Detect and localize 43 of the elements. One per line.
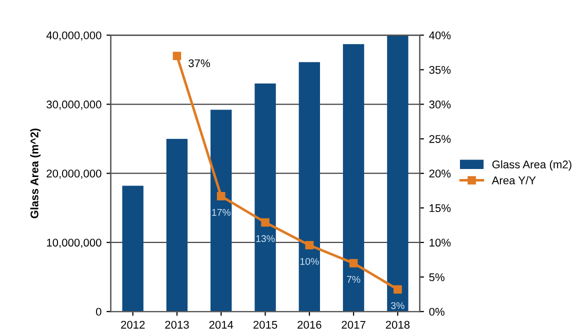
x-tick-label: 2016 <box>298 320 322 329</box>
bar <box>298 62 320 312</box>
y2-tick-label: 10% <box>430 238 451 247</box>
y2-tick-label: 30% <box>429 100 451 108</box>
y2-tick-label: 40% <box>429 31 451 40</box>
point <box>305 241 314 250</box>
x-tick-label: 2018 <box>386 320 410 329</box>
y-tick-label: 20,000,000 <box>46 170 102 179</box>
legend-label: Glass Area (m2) <box>492 160 572 171</box>
y-tick-label: 10,000,000 <box>46 238 102 248</box>
y-axis-title: Glass Area (m^2) <box>30 128 41 218</box>
point <box>394 285 402 294</box>
x-tick-label: 2013 <box>165 320 189 329</box>
bar <box>342 44 364 312</box>
x-tick-label: 2012 <box>121 320 145 329</box>
bar <box>210 110 232 312</box>
data-label: 7% <box>347 276 360 283</box>
y2-tick-label: 0% <box>429 308 444 316</box>
y-tick-label: 0 <box>96 308 102 316</box>
data-label: 13% <box>256 235 275 242</box>
bar <box>166 138 188 312</box>
x-tick-label: 2014 <box>209 320 234 329</box>
data-label: 17% <box>212 208 231 216</box>
data-label: 3% <box>391 302 404 310</box>
legend-label: Area Y/Y <box>492 176 536 184</box>
point <box>172 52 182 60</box>
y-tick-label: 30,000,000 <box>46 100 102 110</box>
x-tick-label: 2017 <box>342 320 366 329</box>
data-label: 10% <box>300 258 319 265</box>
y2-tick-label: 5% <box>429 273 444 282</box>
y2-tick-label: 20% <box>429 170 451 178</box>
y-tick-label: 40,000,000 <box>46 31 102 41</box>
y2-tick-label: 25% <box>429 135 451 143</box>
y2-tick-label: 35% <box>429 66 451 74</box>
point <box>349 259 358 268</box>
point <box>261 218 270 227</box>
x-tick-label: 2015 <box>253 320 278 329</box>
data-label: 37% <box>188 59 210 68</box>
bar <box>122 186 144 312</box>
bar <box>254 84 276 312</box>
y2-tick-label: 15% <box>430 204 451 212</box>
bar <box>387 35 408 312</box>
point <box>216 192 226 200</box>
